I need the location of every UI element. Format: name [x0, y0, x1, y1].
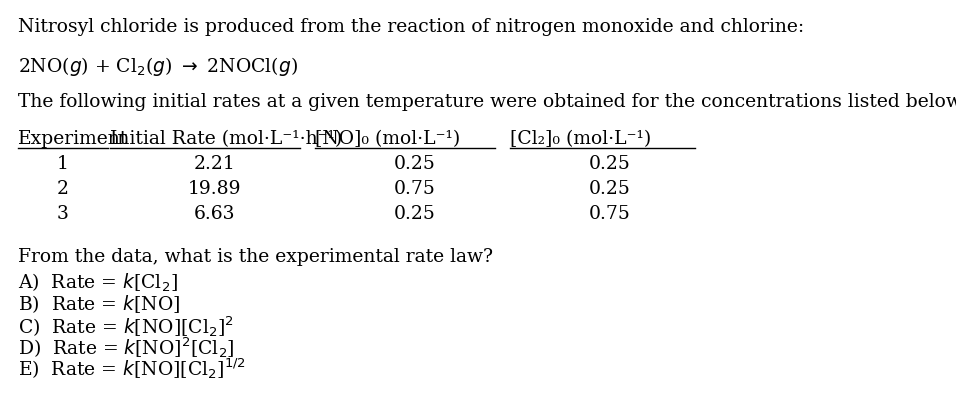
Text: 0.25: 0.25 — [589, 180, 631, 198]
Text: D)  Rate = $k$[NO]$^2$[Cl$_2$]: D) Rate = $k$[NO]$^2$[Cl$_2$] — [18, 335, 234, 360]
Text: 3: 3 — [57, 205, 69, 223]
Text: [NO]₀ (mol·L⁻¹): [NO]₀ (mol·L⁻¹) — [315, 130, 460, 148]
Text: 1: 1 — [57, 155, 69, 173]
Text: [Cl₂]₀ (mol·L⁻¹): [Cl₂]₀ (mol·L⁻¹) — [510, 130, 651, 148]
Text: The following initial rates at a given temperature were obtained for the concent: The following initial rates at a given t… — [18, 93, 956, 111]
Text: B)  Rate = $k$[NO]: B) Rate = $k$[NO] — [18, 293, 181, 315]
Text: Nitrosyl chloride is produced from the reaction of nitrogen monoxide and chlorin: Nitrosyl chloride is produced from the r… — [18, 18, 804, 36]
Text: 6.63: 6.63 — [194, 205, 236, 223]
Text: C)  Rate = $k$[NO][Cl$_2$]$^2$: C) Rate = $k$[NO][Cl$_2$]$^2$ — [18, 314, 234, 339]
Text: 0.75: 0.75 — [589, 205, 631, 223]
Text: Experiment: Experiment — [18, 130, 128, 148]
Text: 2: 2 — [57, 180, 69, 198]
Text: E)  Rate = $k$[NO][Cl$_2$]$^{1/2}$: E) Rate = $k$[NO][Cl$_2$]$^{1/2}$ — [18, 356, 246, 381]
Text: 0.25: 0.25 — [394, 155, 436, 173]
Text: 0.75: 0.75 — [394, 180, 436, 198]
Text: 0.25: 0.25 — [394, 205, 436, 223]
Text: 2.21: 2.21 — [194, 155, 236, 173]
Text: From the data, what is the experimental rate law?: From the data, what is the experimental … — [18, 248, 493, 266]
Text: Initial Rate (mol·L⁻¹·h⁻¹): Initial Rate (mol·L⁻¹·h⁻¹) — [110, 130, 342, 148]
Text: 0.25: 0.25 — [589, 155, 631, 173]
Text: 19.89: 19.89 — [188, 180, 242, 198]
Text: A)  Rate = $k$[Cl$_2$]: A) Rate = $k$[Cl$_2$] — [18, 272, 178, 294]
Text: 2NO($g$) + Cl$_2$($g$) $\rightarrow$ 2NOCl($g$): 2NO($g$) + Cl$_2$($g$) $\rightarrow$ 2NO… — [18, 55, 298, 78]
